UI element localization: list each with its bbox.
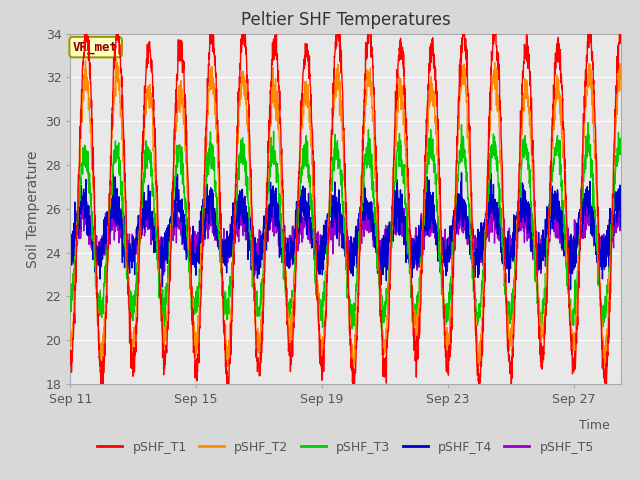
- Line: pSHF_T1: pSHF_T1: [70, 16, 621, 392]
- pSHF_T1: [67, 352, 74, 358]
- pSHF_T5: [556, 229, 563, 235]
- pSHF_T3: [552, 148, 559, 154]
- pSHF_T1: [360, 127, 367, 132]
- pSHF_T1: [556, 47, 563, 52]
- Line: pSHF_T3: pSHF_T3: [70, 122, 621, 329]
- Line: pSHF_T4: pSHF_T4: [70, 169, 621, 289]
- pSHF_T2: [112, 57, 120, 63]
- pSHF_T2: [146, 86, 154, 92]
- pSHF_T3: [555, 154, 563, 160]
- pSHF_T2: [359, 139, 367, 145]
- pSHF_T1: [552, 51, 560, 57]
- pSHF_T1: [456, 81, 463, 86]
- pSHF_T1: [617, 40, 625, 46]
- pSHF_T3: [145, 149, 153, 155]
- pSHF_T4: [566, 287, 574, 292]
- pSHF_T4: [455, 205, 463, 211]
- pSHF_T2: [269, 92, 276, 98]
- pSHF_T4: [617, 225, 625, 230]
- pSHF_T5: [617, 215, 625, 221]
- pSHF_T4: [67, 247, 74, 252]
- pSHF_T2: [455, 127, 463, 132]
- pSHF_T4: [359, 217, 367, 223]
- pSHF_T5: [537, 270, 545, 276]
- pSHF_T3: [378, 326, 386, 332]
- pSHF_T3: [67, 309, 74, 314]
- pSHF_T5: [208, 193, 216, 199]
- pSHF_T2: [67, 341, 74, 347]
- pSHF_T3: [269, 153, 276, 158]
- pSHF_T4: [552, 211, 559, 216]
- pSHF_T5: [269, 204, 276, 209]
- pSHF_T3: [617, 136, 625, 142]
- Text: VR_met: VR_met: [73, 41, 118, 54]
- pSHF_T3: [455, 161, 463, 167]
- Legend: pSHF_T1, pSHF_T2, pSHF_T3, pSHF_T4, pSHF_T5: pSHF_T1, pSHF_T2, pSHF_T3, pSHF_T4, pSHF…: [92, 436, 599, 459]
- pSHF_T2: [556, 89, 563, 95]
- pSHF_T1: [269, 58, 276, 63]
- pSHF_T5: [455, 219, 463, 225]
- pSHF_T4: [146, 226, 154, 231]
- pSHF_T5: [359, 224, 367, 229]
- pSHF_T1: [114, 13, 122, 19]
- pSHF_T2: [474, 371, 482, 376]
- X-axis label: Time: Time: [579, 419, 610, 432]
- Y-axis label: Soil Temperature: Soil Temperature: [26, 150, 40, 267]
- pSHF_T5: [67, 229, 74, 235]
- pSHF_T5: [145, 224, 153, 230]
- pSHF_T4: [269, 200, 276, 206]
- Line: pSHF_T5: pSHF_T5: [70, 196, 621, 273]
- pSHF_T2: [617, 77, 625, 83]
- Line: pSHF_T2: pSHF_T2: [70, 60, 621, 373]
- Title: Peltier SHF Temperatures: Peltier SHF Temperatures: [241, 11, 451, 29]
- pSHF_T5: [552, 235, 560, 240]
- pSHF_T4: [555, 214, 563, 219]
- pSHF_T4: [109, 167, 117, 172]
- pSHF_T1: [146, 38, 154, 44]
- pSHF_T1: [350, 389, 358, 395]
- pSHF_T2: [552, 88, 560, 94]
- pSHF_T3: [359, 172, 367, 178]
- pSHF_T3: [584, 120, 592, 125]
